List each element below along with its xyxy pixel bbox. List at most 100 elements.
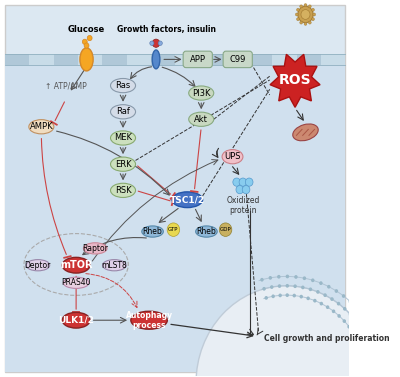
Text: mTOR: mTOR [60, 260, 92, 270]
Polygon shape [224, 54, 248, 64]
Ellipse shape [189, 112, 214, 126]
Ellipse shape [131, 311, 167, 329]
Circle shape [87, 35, 92, 41]
Circle shape [300, 21, 302, 24]
Circle shape [262, 287, 266, 291]
Text: ERK: ERK [115, 160, 131, 169]
Circle shape [152, 39, 160, 48]
Circle shape [304, 22, 307, 25]
Text: Growth factors, insulin: Growth factors, insulin [117, 25, 216, 34]
Ellipse shape [84, 243, 107, 254]
FancyBboxPatch shape [5, 5, 346, 372]
Circle shape [292, 294, 296, 297]
Circle shape [286, 293, 289, 297]
Circle shape [278, 294, 282, 297]
Ellipse shape [196, 286, 377, 377]
Ellipse shape [29, 120, 54, 134]
Circle shape [304, 4, 307, 7]
Circle shape [260, 278, 264, 282]
Circle shape [359, 325, 362, 329]
Circle shape [312, 18, 314, 21]
Text: Deptor: Deptor [25, 261, 51, 270]
Text: PRAS40: PRAS40 [61, 278, 91, 287]
Circle shape [342, 319, 346, 323]
Circle shape [300, 295, 303, 299]
Polygon shape [321, 54, 346, 64]
Text: Rheb: Rheb [143, 227, 162, 236]
Circle shape [82, 39, 87, 44]
Circle shape [245, 178, 253, 186]
Circle shape [278, 284, 281, 288]
Text: ROS: ROS [279, 73, 311, 87]
Text: Oxidized
protein: Oxidized protein [226, 196, 260, 215]
Text: TSC1/2: TSC1/2 [170, 195, 205, 204]
Ellipse shape [62, 257, 90, 273]
Ellipse shape [172, 192, 203, 208]
Circle shape [167, 223, 180, 236]
Ellipse shape [110, 131, 136, 145]
Circle shape [313, 299, 316, 302]
Text: Glucose: Glucose [68, 25, 105, 34]
Polygon shape [102, 54, 126, 64]
Ellipse shape [26, 260, 50, 271]
Circle shape [378, 345, 381, 348]
Circle shape [355, 337, 359, 341]
Circle shape [236, 185, 244, 194]
Circle shape [84, 43, 89, 48]
Circle shape [337, 302, 340, 305]
Circle shape [242, 185, 250, 194]
Circle shape [286, 274, 289, 278]
Circle shape [270, 285, 274, 289]
Circle shape [374, 336, 378, 340]
Circle shape [264, 296, 268, 300]
Polygon shape [5, 54, 29, 64]
Text: Raf: Raf [116, 107, 130, 116]
Circle shape [293, 284, 297, 288]
Circle shape [233, 178, 240, 186]
Polygon shape [54, 54, 78, 64]
Circle shape [359, 344, 362, 348]
Circle shape [296, 18, 299, 21]
Text: Cell growth and proliferation: Cell growth and proliferation [264, 334, 390, 343]
Circle shape [277, 275, 280, 279]
Circle shape [320, 302, 323, 305]
Ellipse shape [102, 260, 126, 271]
Ellipse shape [142, 226, 163, 237]
Text: RSK: RSK [115, 186, 131, 195]
Circle shape [319, 281, 323, 285]
Ellipse shape [110, 105, 136, 119]
Circle shape [327, 285, 330, 288]
Circle shape [361, 351, 365, 355]
Circle shape [308, 5, 311, 8]
Polygon shape [151, 54, 175, 64]
Circle shape [298, 6, 313, 23]
Circle shape [326, 305, 329, 309]
Text: GDP: GDP [220, 227, 232, 232]
Circle shape [268, 276, 272, 280]
Circle shape [301, 10, 310, 19]
Circle shape [311, 279, 314, 282]
Text: ↑ ATP/AMP: ↑ ATP/AMP [45, 81, 86, 90]
Polygon shape [248, 54, 272, 64]
Circle shape [158, 41, 162, 46]
Ellipse shape [110, 157, 136, 171]
Circle shape [316, 290, 320, 294]
Ellipse shape [152, 50, 160, 69]
Ellipse shape [189, 86, 214, 100]
Text: APP: APP [190, 55, 206, 64]
Circle shape [349, 313, 352, 316]
Circle shape [303, 276, 306, 280]
Circle shape [366, 340, 370, 344]
Circle shape [354, 319, 358, 323]
Ellipse shape [80, 48, 93, 71]
Text: Raptor: Raptor [82, 244, 108, 253]
Circle shape [366, 320, 369, 324]
Polygon shape [126, 54, 151, 64]
Circle shape [323, 293, 327, 297]
FancyBboxPatch shape [183, 51, 212, 67]
Circle shape [294, 275, 298, 279]
Polygon shape [270, 54, 320, 107]
Ellipse shape [63, 277, 89, 288]
Circle shape [361, 313, 364, 317]
Text: Autophagy
process: Autophagy process [126, 311, 173, 330]
